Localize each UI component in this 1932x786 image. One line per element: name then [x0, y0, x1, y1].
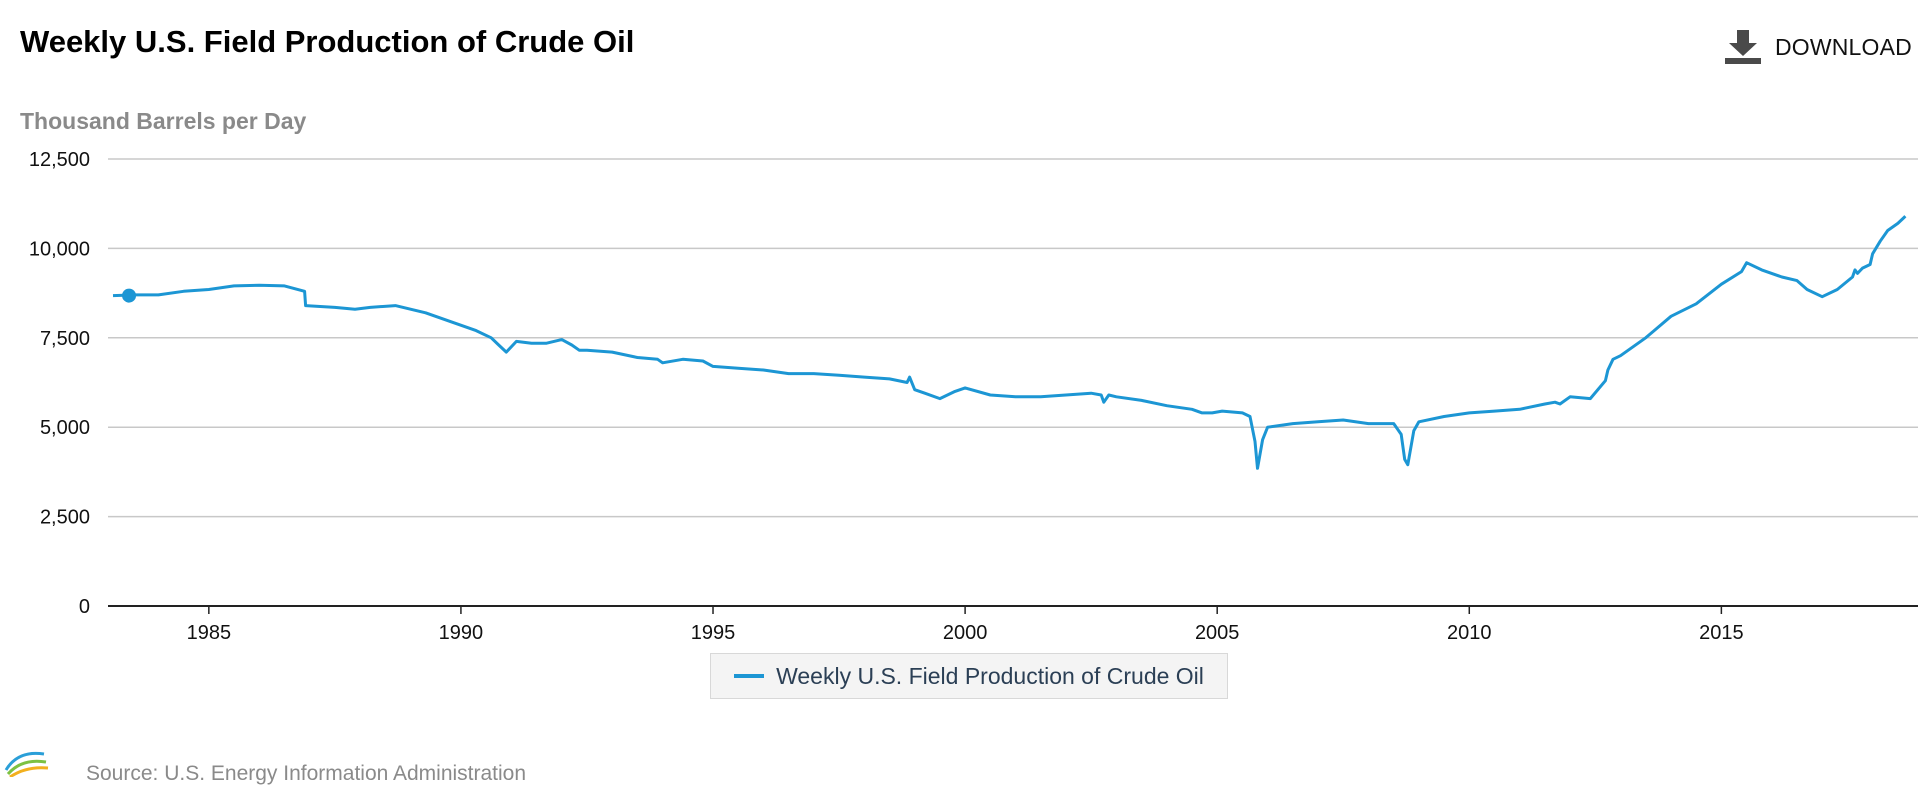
line-chart: 0 2,500 5,000 7,500 10,000 12,500 1985 1990 199…	[29, 149, 1918, 640]
x-tick-label: 2000	[943, 622, 988, 640]
x-tick-label: 2015	[1699, 622, 1744, 640]
x-tick-label: 1985	[187, 622, 232, 640]
x-axis-ticks: 1985 1990 1995 2000 2005 2010 2015	[108, 605, 1918, 640]
x-tick-label: 2010	[1447, 622, 1492, 640]
legend-label: Weekly U.S. Field Production of Crude Oi…	[776, 662, 1204, 689]
x-tick-label: 1990	[439, 622, 484, 640]
download-label: DOWNLOAD	[1774, 33, 1912, 60]
download-icon	[1724, 30, 1761, 64]
x-tick-label: 1995	[691, 622, 736, 640]
series-start-marker[interactable]	[122, 288, 137, 303]
gridlines	[108, 158, 1918, 518]
y-tick-label: 5,000	[40, 417, 90, 439]
y-tick-label: 2,500	[40, 507, 90, 529]
source-note: Source: U.S. Energy Information Administ…	[86, 762, 527, 785]
series-line	[112, 215, 1907, 470]
y-axis-ticks: 0 2,500 5,000 7,500 10,000 12,500	[29, 149, 90, 618]
page-title: Weekly U.S. Field Production of Crude Oi…	[20, 24, 635, 59]
legend-item[interactable]: Weekly U.S. Field Production of Crude Oi…	[710, 653, 1228, 699]
y-tick-label: 7,500	[40, 328, 90, 350]
download-button[interactable]: DOWNLOAD	[1724, 30, 1912, 64]
y-tick-label: 0	[79, 596, 90, 618]
eia-logo	[4, 751, 49, 777]
x-tick-label: 2005	[1195, 622, 1240, 640]
y-tick-label: 10,000	[29, 238, 90, 260]
legend-swatch	[734, 674, 765, 678]
series-layer	[112, 215, 1907, 470]
y-tick-label: 12,500	[29, 149, 90, 171]
y-axis-label: Thousand Barrels per Day	[20, 108, 307, 134]
